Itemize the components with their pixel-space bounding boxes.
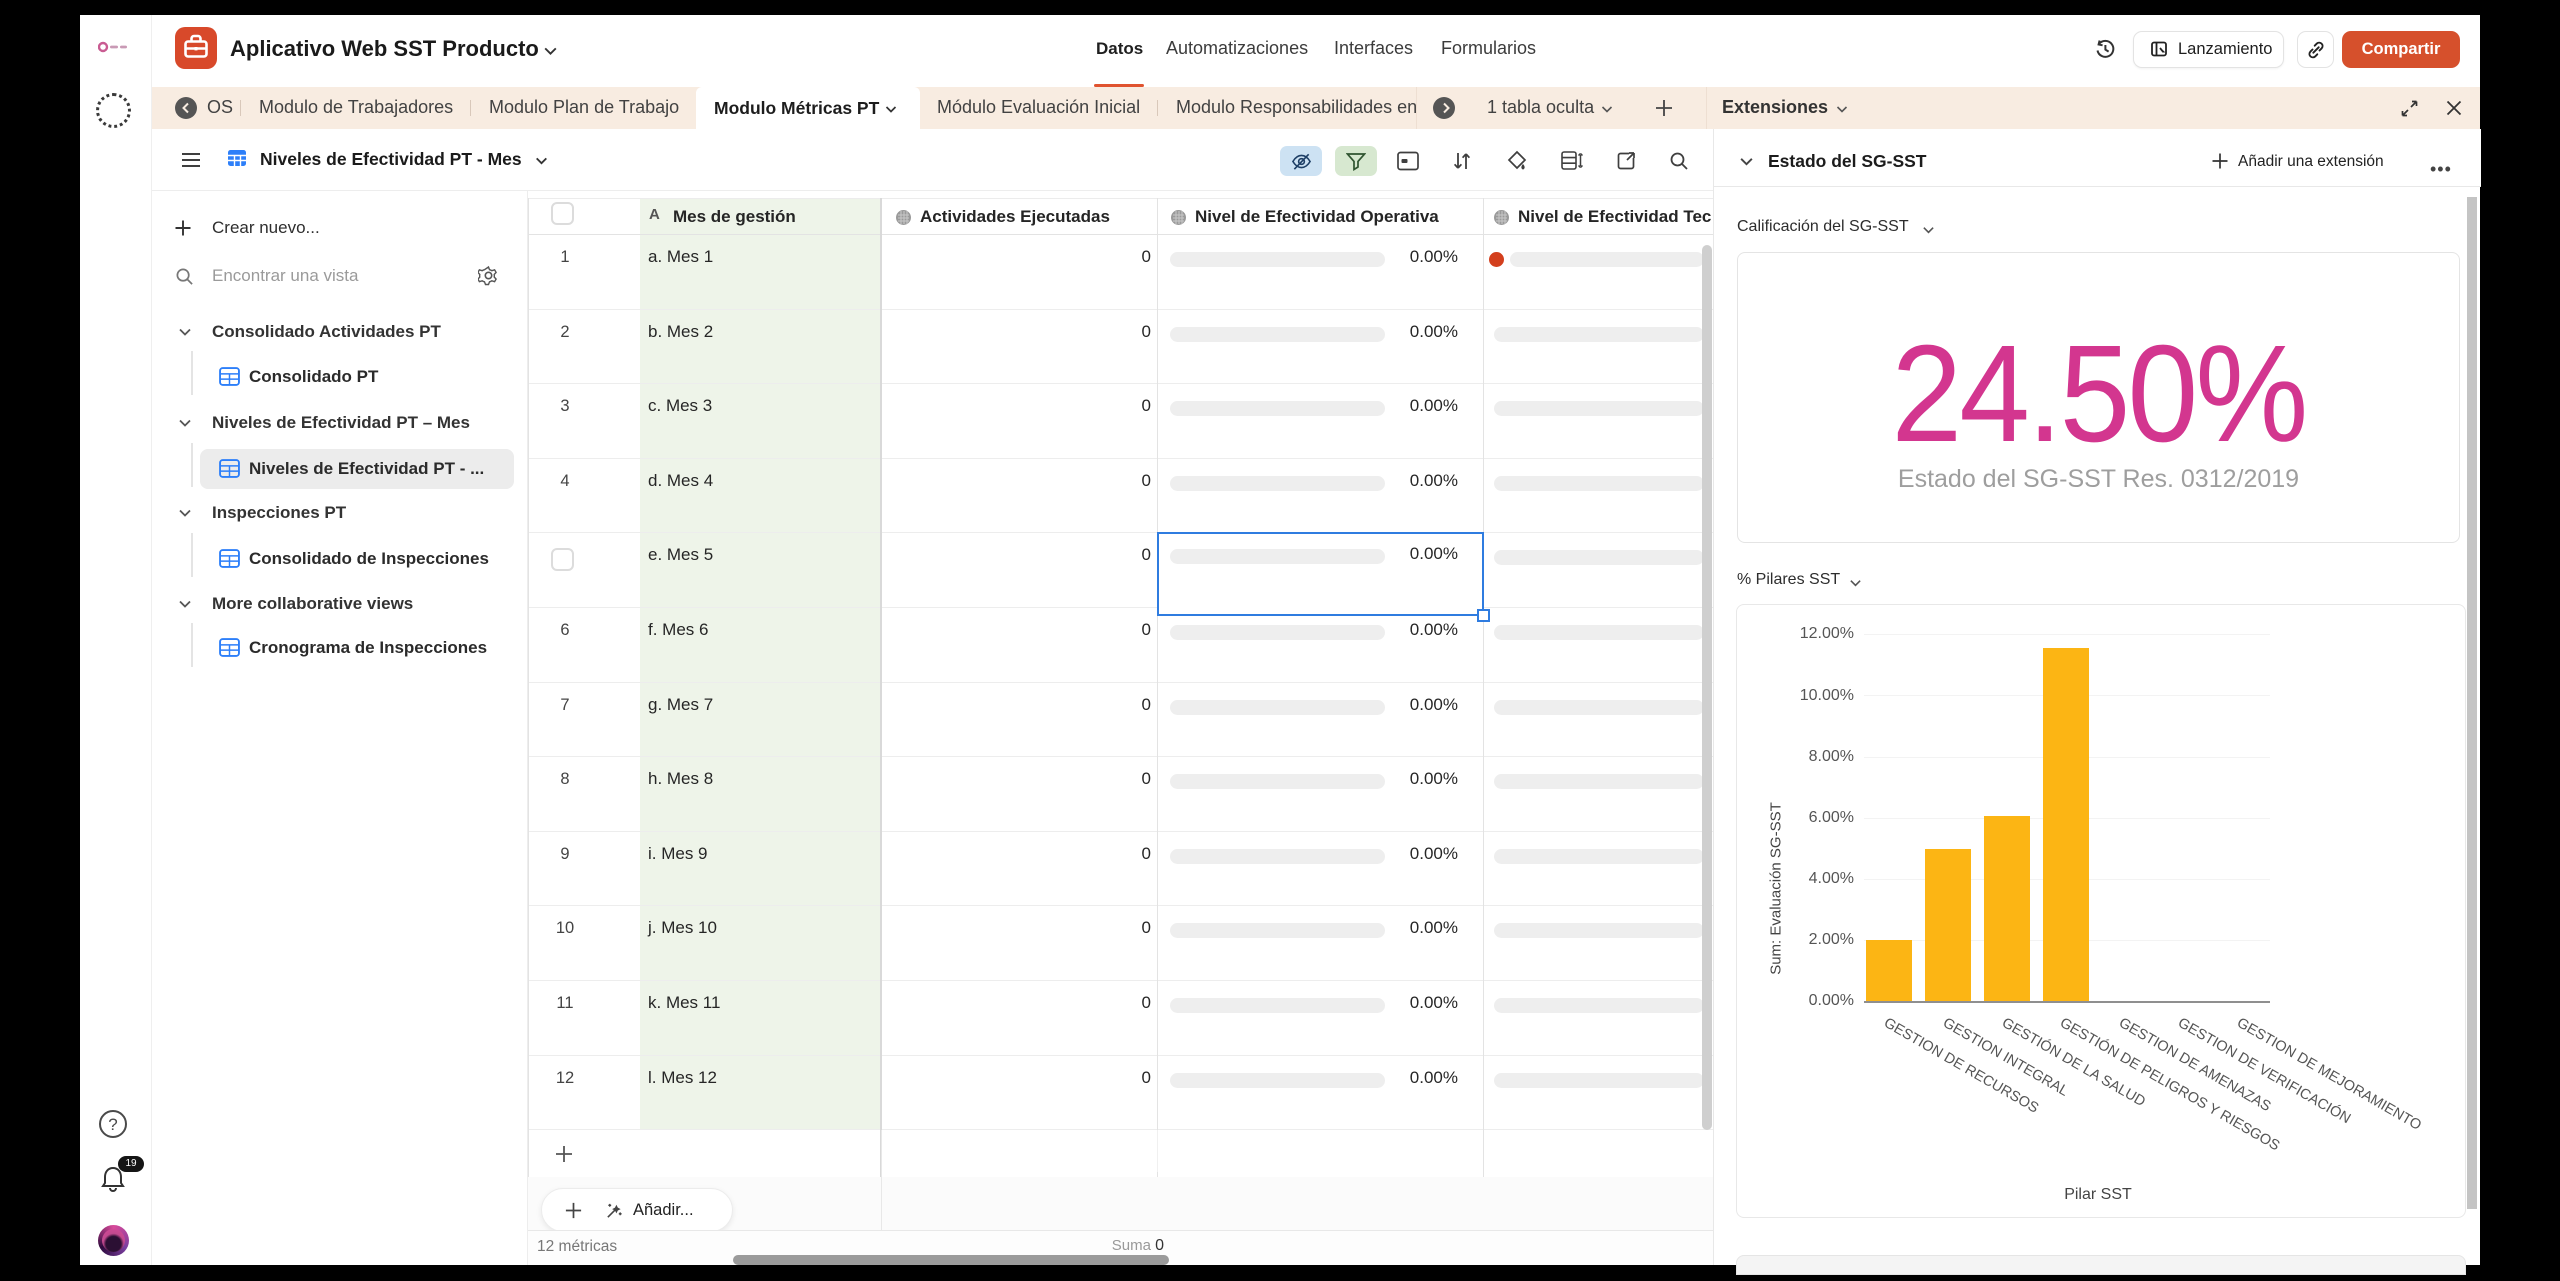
svg-text:A: A bbox=[649, 206, 660, 222]
